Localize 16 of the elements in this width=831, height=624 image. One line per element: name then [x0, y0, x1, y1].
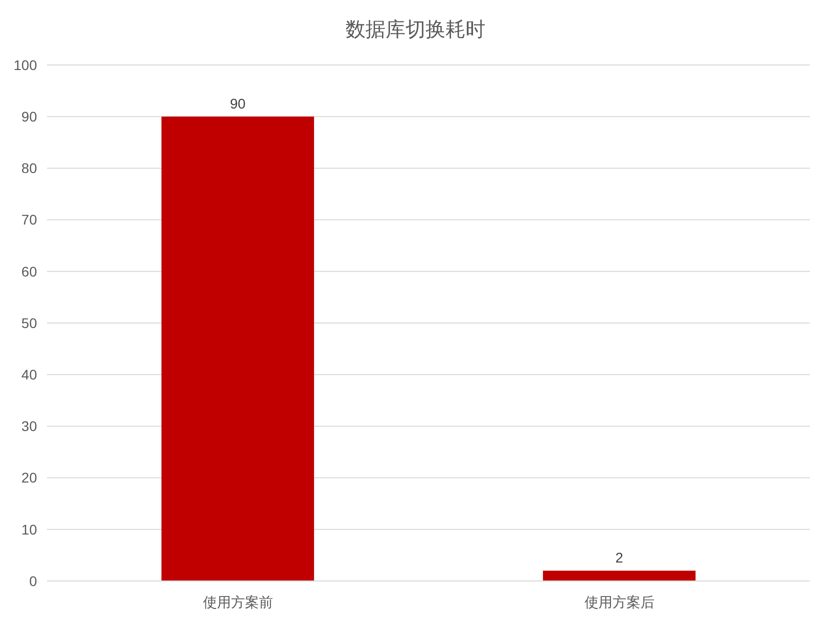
y-tick-label: 100	[14, 56, 38, 73]
data-label: 90	[230, 96, 246, 112]
x-tick-label: 使用方案前	[202, 594, 273, 610]
y-tick-label: 0	[29, 572, 38, 589]
y-tick-label: 30	[21, 418, 38, 434]
y-tick-label: 10	[21, 521, 38, 538]
y-tick-label: 40	[21, 366, 38, 382]
y-tick-label: 50	[21, 314, 38, 331]
y-tick-label: 20	[21, 470, 38, 486]
y-tick-label: 60	[21, 263, 38, 280]
y-tick-label: 90	[21, 108, 38, 124]
data-label: 2	[615, 550, 624, 566]
chart-title: 数据库切换耗时	[346, 19, 486, 41]
y-tick-label: 70	[21, 212, 38, 228]
y-tick-label: 80	[21, 160, 38, 176]
x-tick-label: 使用方案后	[584, 594, 654, 610]
